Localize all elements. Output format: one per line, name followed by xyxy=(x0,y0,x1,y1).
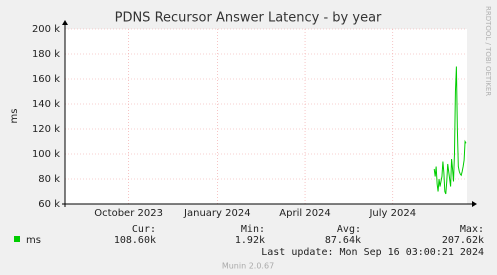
footer: Munin 2.0.67 xyxy=(222,262,274,271)
y-tick-label: 140 k xyxy=(32,99,60,110)
legend-header: Max: xyxy=(460,224,484,235)
legend-value: 87.64k xyxy=(325,235,361,246)
marks xyxy=(433,66,467,195)
y-axis-label: ms xyxy=(9,109,20,124)
plot-area xyxy=(65,29,467,204)
chart-title: PDNS Recursor Answer Latency - by year xyxy=(115,11,382,26)
last-update: Last update: Mon Sep 16 03:00:21 2024 xyxy=(261,247,484,258)
y-axis-arrow xyxy=(62,20,68,25)
x-tick-label: January 2024 xyxy=(183,208,251,219)
y-tick-label: 180 k xyxy=(32,49,60,60)
y-tick-label: 200 k xyxy=(32,24,60,35)
legend-header: Avg: xyxy=(337,224,361,235)
y-tick-label: 60 k xyxy=(38,199,60,210)
x-tick-label: October 2023 xyxy=(94,208,163,219)
y-tick-label: 100 k xyxy=(32,149,60,160)
y-tick-label: 160 k xyxy=(32,74,60,85)
legend-header: Min: xyxy=(241,224,265,235)
legend-swatch xyxy=(14,236,20,242)
legend-label: ms xyxy=(26,235,41,246)
x-axis-arrow xyxy=(472,201,477,207)
legend-value: 207.62k xyxy=(442,235,484,246)
series-line xyxy=(433,66,467,195)
legend-value: 1.92k xyxy=(235,235,265,246)
legend-value: 108.60k xyxy=(114,235,156,246)
side-text: RRDTOOL / TOBI OETIKER xyxy=(484,6,492,96)
y-tick-label: 120 k xyxy=(32,124,60,135)
x-tick-label: April 2024 xyxy=(279,208,330,219)
x-tick-label: July 2024 xyxy=(368,208,416,219)
y-tick-label: 80 k xyxy=(38,174,60,185)
legend-header: Cur: xyxy=(132,224,156,235)
